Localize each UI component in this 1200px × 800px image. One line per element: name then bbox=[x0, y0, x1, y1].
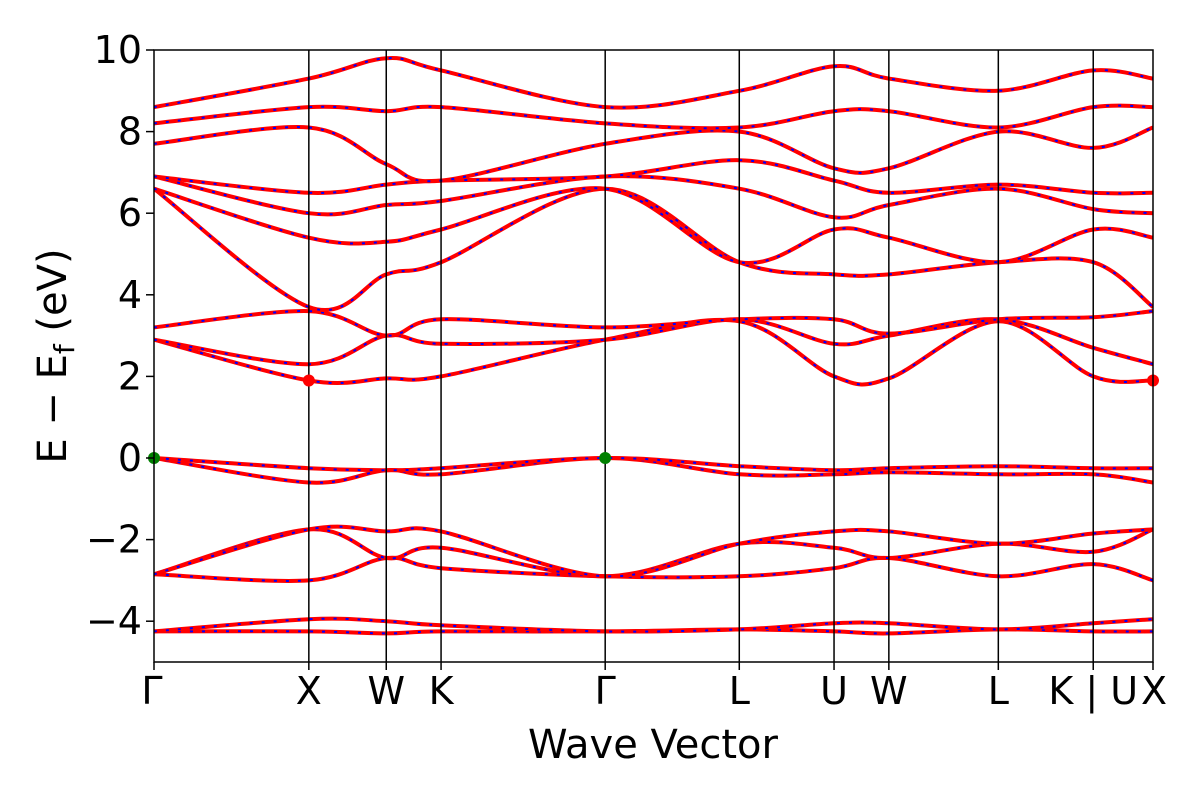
vbm-marker-2 bbox=[599, 452, 612, 464]
y-tick-label: −2 bbox=[86, 518, 142, 562]
x-tick-label: Γ bbox=[141, 669, 162, 713]
band-10 bbox=[154, 309, 1153, 338]
band-11-overlay bbox=[154, 187, 1153, 311]
y-tick-label: 10 bbox=[94, 28, 142, 72]
band-15-overlay bbox=[154, 126, 1153, 183]
y-axis-label-unit: (eV) bbox=[30, 248, 76, 344]
x-tick-label: X bbox=[1141, 669, 1167, 713]
band-7-overlay bbox=[154, 456, 1153, 472]
x-tick-label: L bbox=[729, 669, 750, 713]
band-8 bbox=[154, 317, 1153, 387]
y-tick-label: 6 bbox=[118, 191, 142, 235]
band-edge-markers bbox=[148, 374, 1159, 464]
band-5 bbox=[154, 524, 1153, 579]
band-13 bbox=[154, 174, 1153, 220]
high-symmetry-lines bbox=[308, 50, 1094, 662]
y-tick-label: 4 bbox=[118, 273, 142, 317]
y-tick-label: 8 bbox=[118, 110, 142, 154]
band-lines bbox=[154, 55, 1153, 636]
x-tick-label: L bbox=[988, 669, 1009, 713]
band-12-overlay bbox=[154, 187, 1153, 265]
x-tick-label: W bbox=[870, 669, 908, 713]
x-tick-label: X bbox=[296, 669, 322, 713]
plot-frame bbox=[153, 49, 1154, 663]
y-axis-label: E − Ef (eV) bbox=[30, 248, 81, 463]
band-7 bbox=[154, 455, 1153, 473]
band-17 bbox=[154, 55, 1153, 110]
y-axis-label-sub: f bbox=[48, 343, 81, 354]
y-axis-ticks: −4 −2 0 2 4 6 8 10 bbox=[86, 28, 154, 643]
y-axis-label-main: E − E bbox=[30, 354, 76, 464]
y-tick-label: 0 bbox=[118, 436, 142, 480]
x-tick-label: W bbox=[367, 669, 405, 713]
x-tick-label: K | U bbox=[1048, 669, 1138, 714]
cbm-marker-3 bbox=[302, 374, 315, 387]
x-tick-label: U bbox=[820, 669, 848, 713]
band-16 bbox=[154, 103, 1153, 131]
y-tick-label: 2 bbox=[118, 354, 142, 398]
y-tick-label: −4 bbox=[86, 599, 142, 643]
band-14 bbox=[154, 158, 1153, 196]
x-tick-label: K bbox=[429, 669, 455, 713]
x-tick-label: Γ bbox=[595, 669, 616, 713]
band-17-overlay bbox=[154, 56, 1153, 109]
x-axis-label: Wave Vector bbox=[528, 722, 779, 768]
band-3 bbox=[154, 555, 1153, 583]
band-2-overlay bbox=[154, 617, 1153, 633]
band-12 bbox=[154, 186, 1153, 266]
band-16-overlay bbox=[154, 104, 1153, 130]
band-6-overlay bbox=[154, 456, 1153, 484]
